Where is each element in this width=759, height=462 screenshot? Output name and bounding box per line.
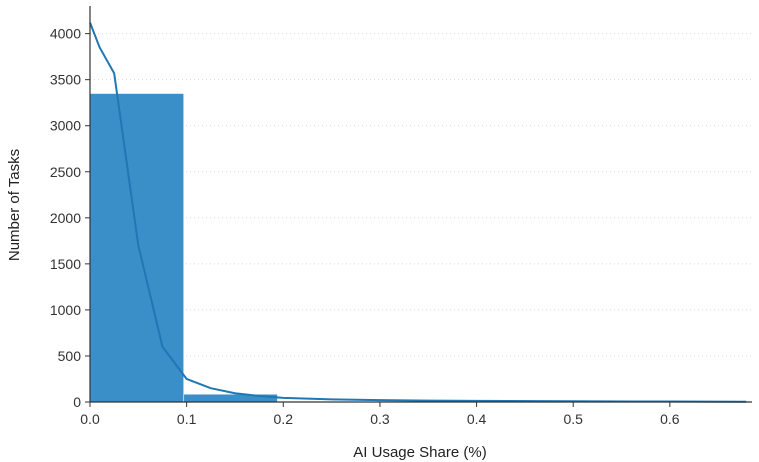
- y-tick-label-0: 0: [73, 394, 81, 410]
- y-tick-label-1000: 1000: [50, 302, 81, 318]
- kde-line-layer: [89, 22, 747, 403]
- y-tick-label-1500: 1500: [50, 256, 81, 272]
- x-axis-label: AI Usage Share (%): [353, 444, 486, 461]
- y-tick-label-4000: 4000: [50, 26, 81, 42]
- histogram-bar-0: [89, 93, 185, 403]
- x-tick-label-2: 0.2: [274, 411, 294, 427]
- y-tick-label-2500: 2500: [50, 164, 81, 180]
- y-tick-label-3500: 3500: [50, 72, 81, 88]
- axis-layer: 0 500 1000 1500 2000 2500 3000 3500 4000 0.0 0.1 0.…: [50, 6, 752, 427]
- x-tick-label-5: 0.5: [563, 411, 583, 427]
- y-axis-label: Number of Tasks: [6, 149, 23, 261]
- kde-line: [89, 22, 747, 403]
- x-tick-label-6: 0.6: [660, 411, 680, 427]
- y-tick-label-500: 500: [58, 348, 82, 364]
- x-tick-label-4: 0.4: [467, 411, 487, 427]
- x-tick-label-3: 0.3: [370, 411, 390, 427]
- grid-layer: [90, 33, 752, 357]
- y-tick-label-2000: 2000: [50, 210, 81, 226]
- x-tick-label-0: 0.0: [80, 411, 100, 427]
- x-tick-label-1: 0.1: [177, 411, 197, 427]
- y-tick-label-3000: 3000: [50, 118, 81, 134]
